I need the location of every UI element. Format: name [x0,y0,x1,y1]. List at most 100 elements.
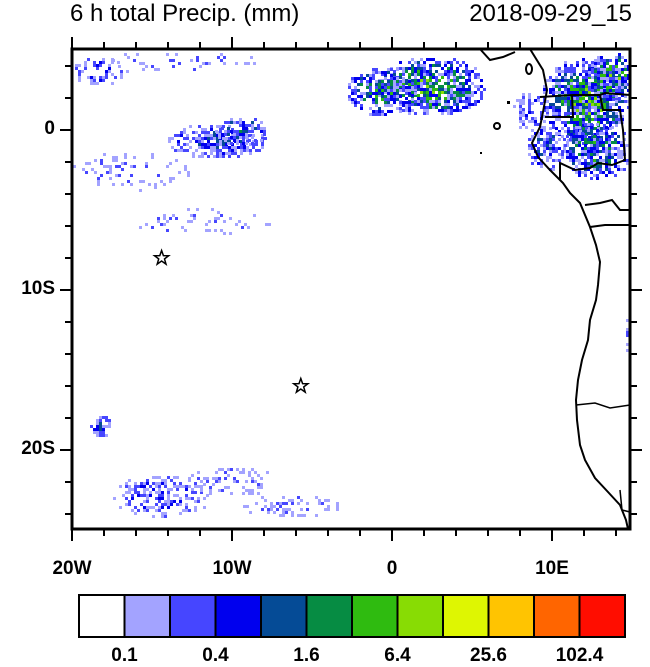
precip-cell [130,174,133,177]
precip-cell [593,150,596,153]
precip-cell [405,86,408,89]
precip-cell [414,103,417,106]
precip-cell [621,118,624,121]
precip-cell [97,177,100,180]
precip-cell [593,138,596,141]
precip-cell [93,82,96,85]
precip-cell [393,73,396,76]
precip-cell [605,126,608,129]
precip-cell [582,61,585,64]
precip-cell [567,133,570,136]
precip-cell [423,76,426,79]
precip-cell [552,85,555,88]
precip-cell [142,62,145,65]
precip-cell [572,141,575,144]
precip-cell [378,110,381,113]
precip-cell [456,61,459,64]
precip-cell [402,86,405,89]
precip-cell [354,89,357,92]
precip-cell [576,64,579,67]
precip-cell [227,468,230,471]
island-outline [507,101,510,104]
precip-cell [546,141,549,144]
precip-cell [145,65,148,68]
precip-cell [180,146,183,149]
precip-cell [402,82,405,85]
precip-cell [145,162,148,165]
precip-cell [351,89,354,92]
precip-cell [578,153,581,156]
precip-cell [584,159,587,162]
precip-cell [594,127,597,130]
precip-cell [603,89,606,92]
precip-cell [564,124,567,127]
precip-cell [216,152,219,155]
precip-cell [587,162,590,165]
precip-cell [105,416,108,419]
precip-cell [600,130,603,133]
precip-cell [570,91,573,94]
colorbar-box [123,594,171,638]
precip-cell [441,91,444,94]
precip-cell [363,92,366,95]
precip-cell [612,77,615,80]
precip-cell [576,85,579,88]
precip-cell [423,100,426,103]
precip-cell [181,226,184,229]
precip-cell [620,168,623,171]
precip-cell [621,83,624,86]
precip-cell [558,109,561,112]
precip-cell [597,112,600,115]
precip-cell [584,123,587,126]
precip-cell [243,505,246,508]
precip-cell [96,425,99,428]
precip-cell [399,76,402,79]
precip-cell [561,91,564,94]
precip-cell [579,73,582,76]
precip-cell [581,153,584,156]
precip-cell [612,71,615,74]
precip-cell [244,62,247,65]
precip-cell [618,89,621,92]
precip-cell [414,82,417,85]
precip-cell [561,70,564,73]
precip-cell [222,140,225,143]
precip-cell [120,73,123,76]
precip-cell [420,97,423,100]
precip-cell [288,499,291,502]
precip-cell [393,95,396,98]
precip-cell [166,220,169,223]
precip-cell [618,77,621,80]
precip-cell [205,229,208,232]
precip-cell [106,165,109,168]
precip-cell [399,73,402,76]
precip-cell [222,125,225,128]
precip-cell [552,135,555,138]
precip-cell [540,132,543,135]
precip-cell [587,129,590,132]
precip-cell [462,85,465,88]
precip-cell [618,56,621,59]
precip-cell [152,476,155,479]
precip-cell [588,121,591,124]
precip-cell [146,488,149,491]
precip-cell [239,124,242,127]
precip-cell [621,77,624,80]
precip-cell [468,103,471,106]
precip-cell [214,217,217,220]
precip-cell [462,70,465,73]
precip-cell [597,80,600,83]
precip-cell [248,492,251,495]
precip-cell [223,62,226,65]
precip-cell [220,229,223,232]
precip-cell [166,229,169,232]
precip-cell [210,149,213,152]
precip-cell [321,502,324,505]
precip-cell [543,120,546,123]
precip-cell [109,171,112,174]
precip-cell [249,143,252,146]
precip-cell [567,91,570,94]
precip-cell [387,80,390,83]
precip-cell [590,129,593,132]
precip-cell [390,86,393,89]
